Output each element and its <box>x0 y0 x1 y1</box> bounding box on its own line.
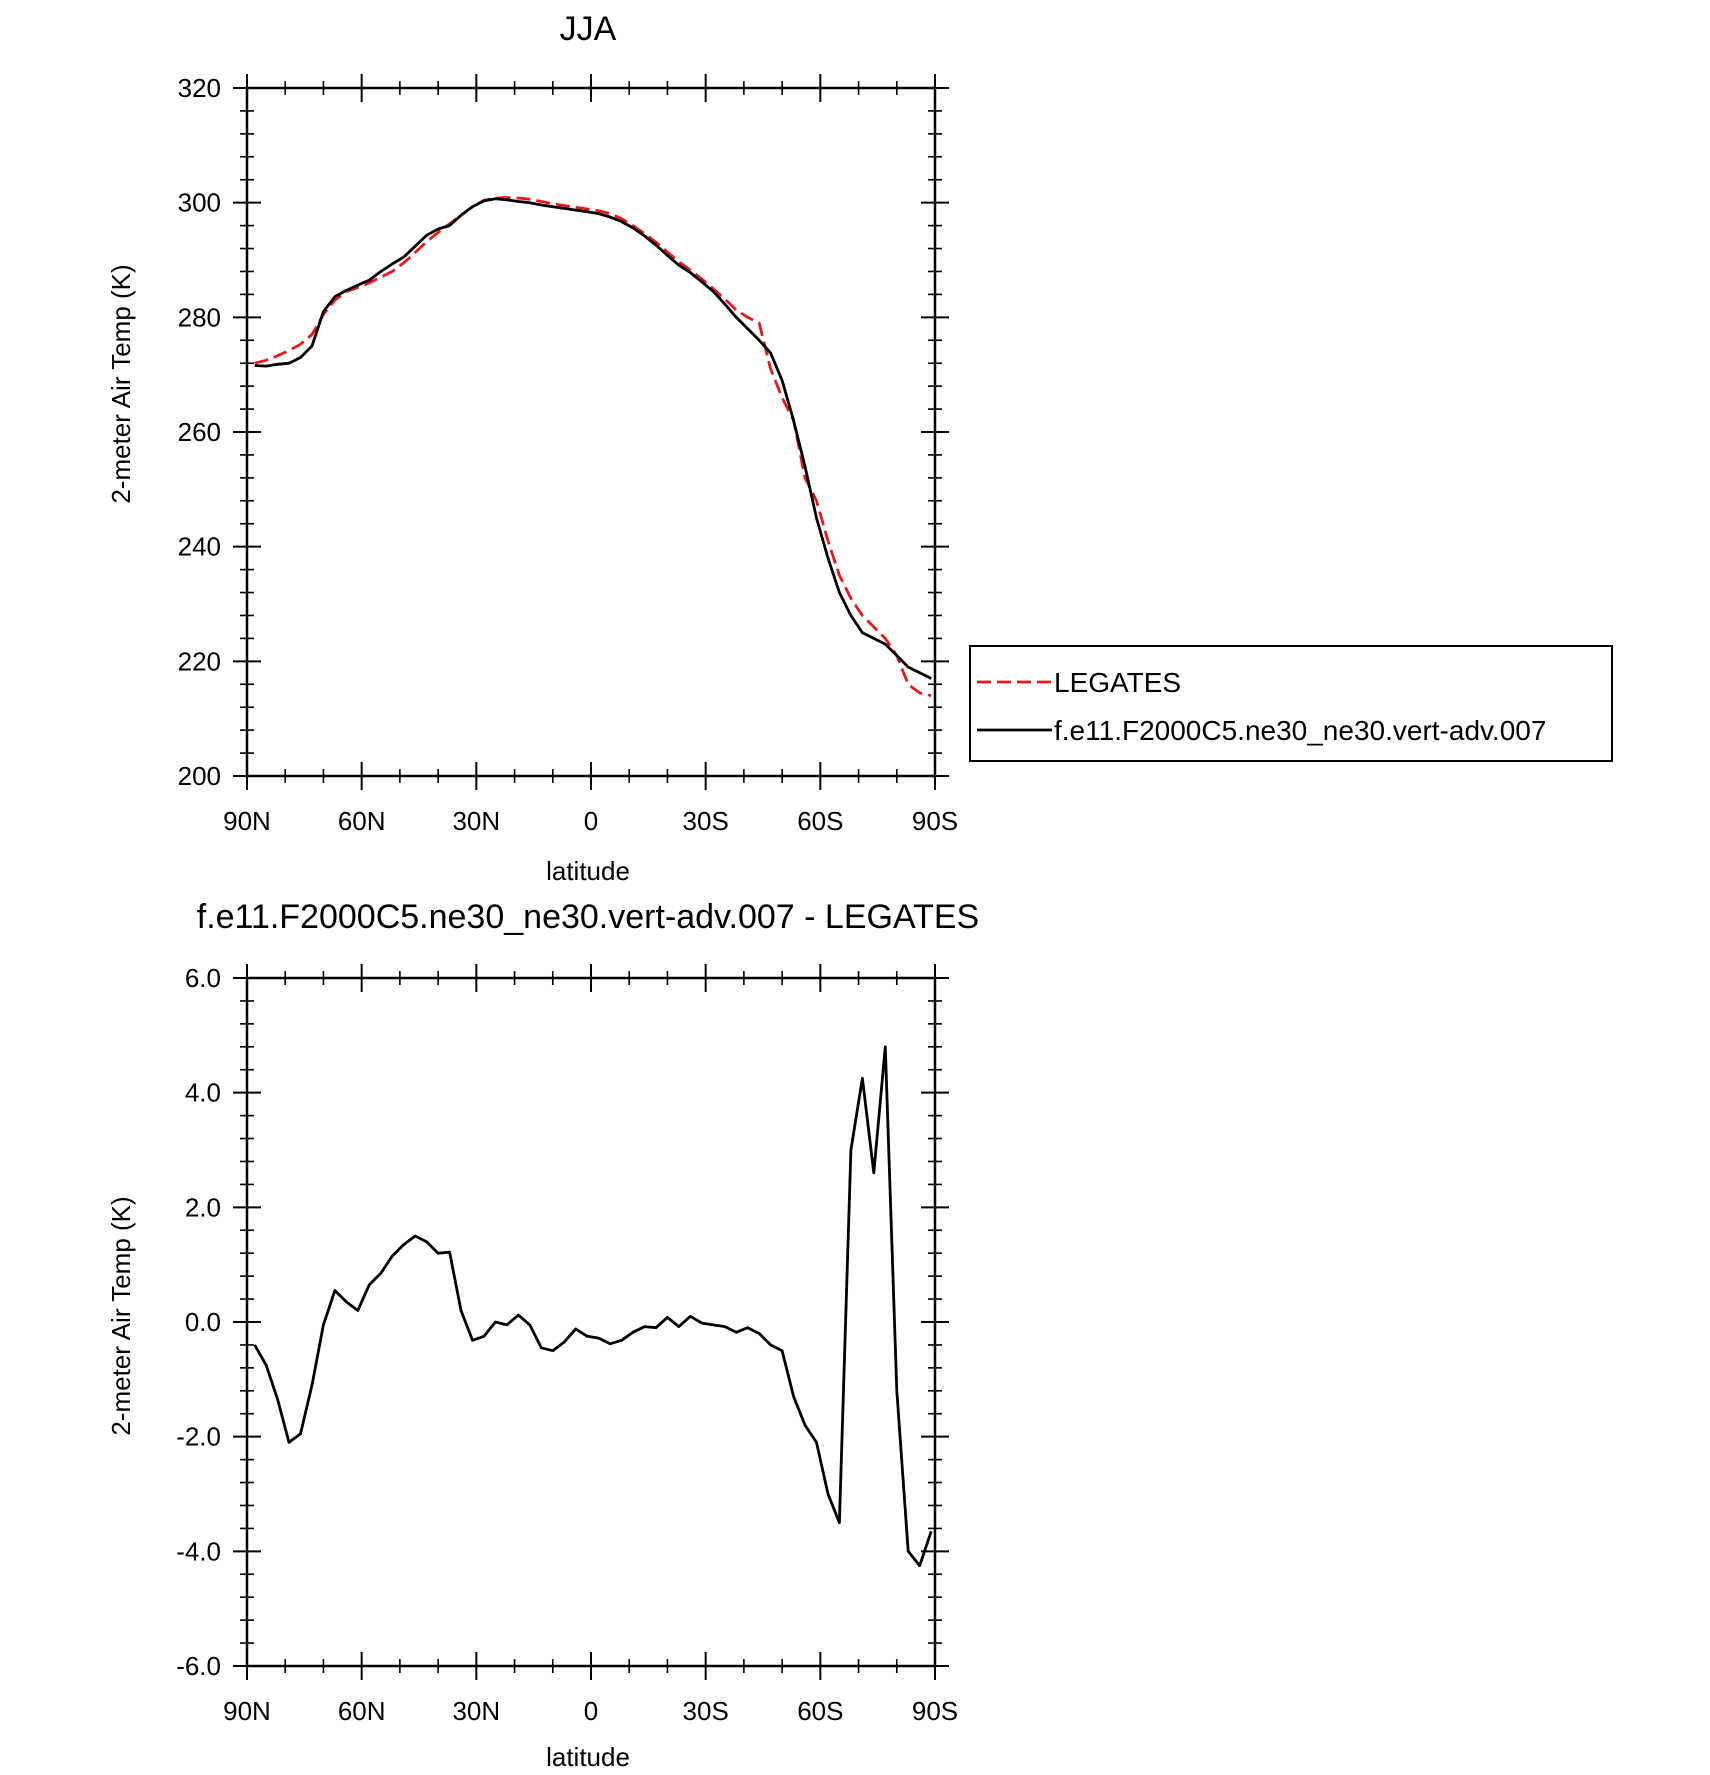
top-chart-xtick-label: 60N <box>338 806 386 836</box>
top-chart-ytick-label: 260 <box>178 417 221 447</box>
bottom-chart-xtick-label: 30N <box>452 1696 500 1726</box>
top-chart-ytick-label: 200 <box>178 761 221 791</box>
top-chart-series-line-1 <box>254 197 932 680</box>
top-chart-ylabel: 2-meter Air Temp (K) <box>106 264 136 503</box>
bottom-chart-ytick-label: 6.0 <box>185 963 221 993</box>
top-chart-ytick-label: 220 <box>178 646 221 676</box>
legend-label-legates: LEGATES <box>1054 667 1181 698</box>
top-chart-xtick-label: 90S <box>912 806 958 836</box>
top-chart-ytick-label: 320 <box>178 73 221 103</box>
bottom-chart-ylabel: 2-meter Air Temp (K) <box>106 1196 136 1435</box>
bottom-chart-xtick-label: 30S <box>683 1696 729 1726</box>
bottom-chart-xlabel: latitude <box>546 1742 630 1772</box>
bottom-chart-series-line-0 <box>253 1045 933 1568</box>
bottom-chart-xtick-label: 90N <box>223 1696 271 1726</box>
bottom-chart-title: f.e11.F2000C5.ne30_ne30.vert-adv.007 - L… <box>197 898 979 936</box>
bottom-chart-ytick-label: 4.0 <box>185 1078 221 1108</box>
top-chart-xtick-label: 0 <box>584 806 598 836</box>
top-chart-ytick-label: 240 <box>178 532 221 562</box>
top-chart-ytick-label: 300 <box>178 188 221 218</box>
bottom-chart-ytick-label: 2.0 <box>185 1192 221 1222</box>
bottom-chart-ytick-label: -2.0 <box>176 1422 221 1452</box>
bottom-chart-ytick-label: -4.0 <box>176 1536 221 1566</box>
top-chart: JJA 2-meter Air Temp (K) latitude 200 220… <box>106 10 1613 886</box>
bottom-chart-xtick-label: 0 <box>584 1696 598 1726</box>
legend-label-model: f.e11.F2000C5.ne30_ne30.vert-adv.007 <box>1054 715 1546 746</box>
top-chart-ytick-label: 280 <box>178 302 221 332</box>
bottom-chart-xtick-label: 60N <box>338 1696 386 1726</box>
top-chart-series-line-0 <box>254 196 932 698</box>
top-chart-xtick-label: 60S <box>797 806 843 836</box>
top-chart-title: JJA <box>560 10 617 48</box>
legend: LEGATES f.e11.F2000C5.ne30_ne30.vert-adv… <box>969 645 1613 762</box>
legend-box <box>969 645 1613 762</box>
bottom-chart-xtick-label: 90S <box>912 1696 958 1726</box>
top-chart-xlabel: latitude <box>546 856 630 886</box>
top-chart-plot-area: 200 220 240 260 280 300 320 90N 60N 30N 0 30S 60S 90S <box>178 73 959 836</box>
top-chart-frame <box>245 86 937 778</box>
bottom-chart-xtick-label: 60S <box>797 1696 843 1726</box>
bottom-chart-frame <box>245 976 937 1668</box>
bottom-chart-plot-area: -6.0 -4.0 -2.0 0.0 2.0 4.0 6.0 90N 60N 30N 0 30S 60S… <box>176 963 958 1726</box>
top-chart-xtick-label: 30S <box>683 806 729 836</box>
bottom-chart-ytick-label: 0.0 <box>185 1307 221 1337</box>
top-chart-xtick-label: 30N <box>452 806 500 836</box>
bottom-chart-ytick-label: -6.0 <box>176 1651 221 1681</box>
top-chart-xtick-label: 90N <box>223 806 271 836</box>
bottom-chart: f.e11.F2000C5.ne30_ne30.vert-adv.007 - L… <box>106 898 979 1772</box>
